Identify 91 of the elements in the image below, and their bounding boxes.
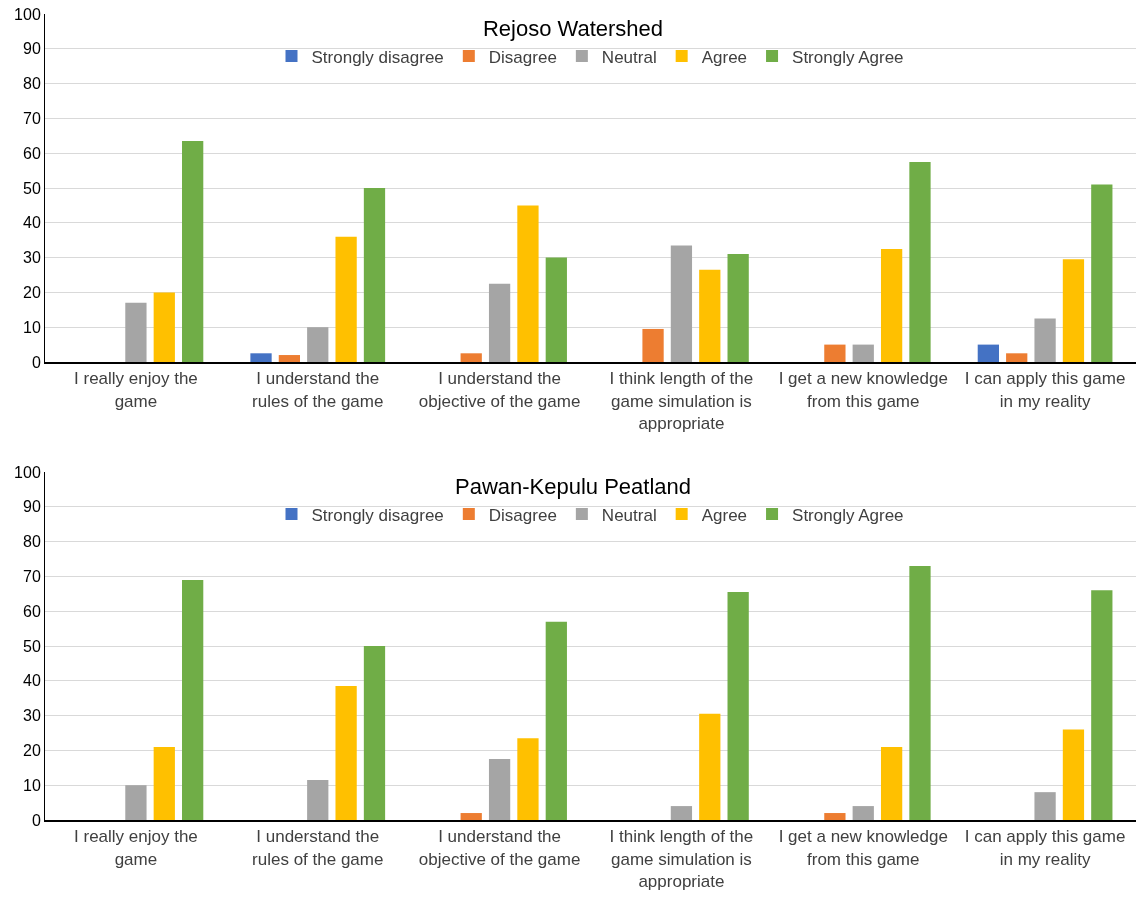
- bar: [335, 236, 357, 362]
- bar: [1091, 184, 1113, 362]
- bar: [824, 813, 846, 820]
- y-tick-label: 20: [23, 742, 41, 759]
- bar: [670, 806, 693, 820]
- legend-label: Disagree: [488, 505, 557, 525]
- bar: [460, 813, 482, 820]
- bar: [153, 746, 175, 820]
- y-tick-label: 100: [14, 5, 41, 23]
- bar: [125, 785, 147, 820]
- bar: [307, 779, 329, 820]
- bar: [909, 161, 931, 362]
- chart-title: Rejoso Watershed: [482, 16, 664, 42]
- y-tick-label: 30: [23, 249, 41, 267]
- bar: [250, 353, 272, 362]
- bar: [1091, 590, 1113, 820]
- bar: [699, 713, 721, 820]
- bar: [545, 621, 567, 820]
- y-tick-label: 20: [23, 284, 41, 301]
- legend-label: Agree: [701, 505, 748, 525]
- x-tick-label: I really enjoy the game: [74, 827, 198, 869]
- y-tick-label: 50: [23, 179, 41, 197]
- bar: [460, 353, 482, 362]
- bar: [182, 579, 204, 820]
- bar: [517, 738, 539, 820]
- bar: [363, 188, 386, 362]
- legend-label: Agree: [701, 47, 748, 67]
- bar: [642, 328, 664, 362]
- bar: [699, 269, 721, 362]
- bar: [125, 302, 147, 362]
- legend-label: Neutral: [601, 47, 657, 67]
- bar: [1062, 729, 1085, 820]
- x-tick-label: I understand the objective of the game: [418, 827, 581, 869]
- y-tick-label: 10: [23, 776, 41, 794]
- y-tick-label: 70: [23, 568, 41, 585]
- bar: [182, 141, 204, 362]
- y-tick-label: 40: [23, 672, 41, 690]
- legend-label: Strongly Agree: [792, 47, 904, 67]
- chart-title: Pawan-Kepulu Peatland: [454, 474, 692, 500]
- bar: [363, 646, 386, 820]
- x-tick-label: I understand the rules of the game: [252, 369, 384, 411]
- legend-label: Strongly disagree: [311, 47, 444, 67]
- bar: [488, 283, 511, 362]
- x-tick-label: I get a new knowledge from this game: [778, 369, 948, 411]
- bar: [278, 355, 301, 362]
- bar: [488, 759, 511, 820]
- legend-label: Disagree: [488, 47, 557, 67]
- y-tick-label: 0: [31, 353, 41, 371]
- bar: [977, 344, 999, 362]
- y-tick-label: 40: [23, 214, 41, 232]
- x-tick-label: I understand the rules of the game: [252, 827, 384, 869]
- bar: [153, 292, 175, 362]
- x-tick-label: I understand the objective of the game: [418, 369, 581, 411]
- legend-label: Neutral: [601, 505, 657, 525]
- bar: [727, 592, 749, 820]
- y-tick-label: 60: [23, 144, 41, 162]
- y-tick-label: 100: [14, 463, 41, 481]
- bar: [335, 686, 357, 820]
- bar: [852, 806, 874, 820]
- bar: [727, 254, 749, 362]
- y-tick-label: 50: [23, 637, 41, 655]
- bar: [1034, 318, 1056, 362]
- y-tick-label: 30: [23, 707, 41, 725]
- x-tick-label: I really enjoy the game: [74, 369, 198, 411]
- x-tick-label: I think length of the game simulation is appropriate: [609, 369, 754, 433]
- bar: [824, 344, 846, 362]
- y-tick-label: 0: [31, 811, 41, 829]
- bar: [852, 344, 874, 362]
- legend-label: Strongly Agree: [792, 505, 904, 525]
- x-tick-label: I can apply this game in my reality: [964, 827, 1126, 869]
- bar: [1006, 353, 1028, 362]
- y-tick-label: 90: [23, 498, 41, 516]
- bar: [1034, 792, 1056, 820]
- x-tick-label: I think length of the game simulation is appropriate: [609, 827, 754, 891]
- y-tick-label: 90: [23, 40, 41, 58]
- bar: [670, 245, 693, 362]
- y-tick-label: 80: [23, 75, 41, 93]
- bar: [880, 248, 903, 362]
- bar: [1062, 259, 1085, 362]
- legend-label: Strongly disagree: [311, 505, 444, 525]
- bar: [307, 327, 329, 362]
- bar: [517, 205, 539, 362]
- x-tick-label: I get a new knowledge from this game: [778, 827, 948, 869]
- x-tick-label: I can apply this game in my reality: [964, 369, 1126, 411]
- y-tick-label: 80: [23, 533, 41, 551]
- y-tick-label: 60: [23, 602, 41, 620]
- y-tick-label: 70: [23, 110, 41, 127]
- y-tick-label: 10: [23, 318, 41, 336]
- bar: [545, 257, 567, 362]
- bar: [909, 565, 931, 820]
- bar: [880, 746, 903, 820]
